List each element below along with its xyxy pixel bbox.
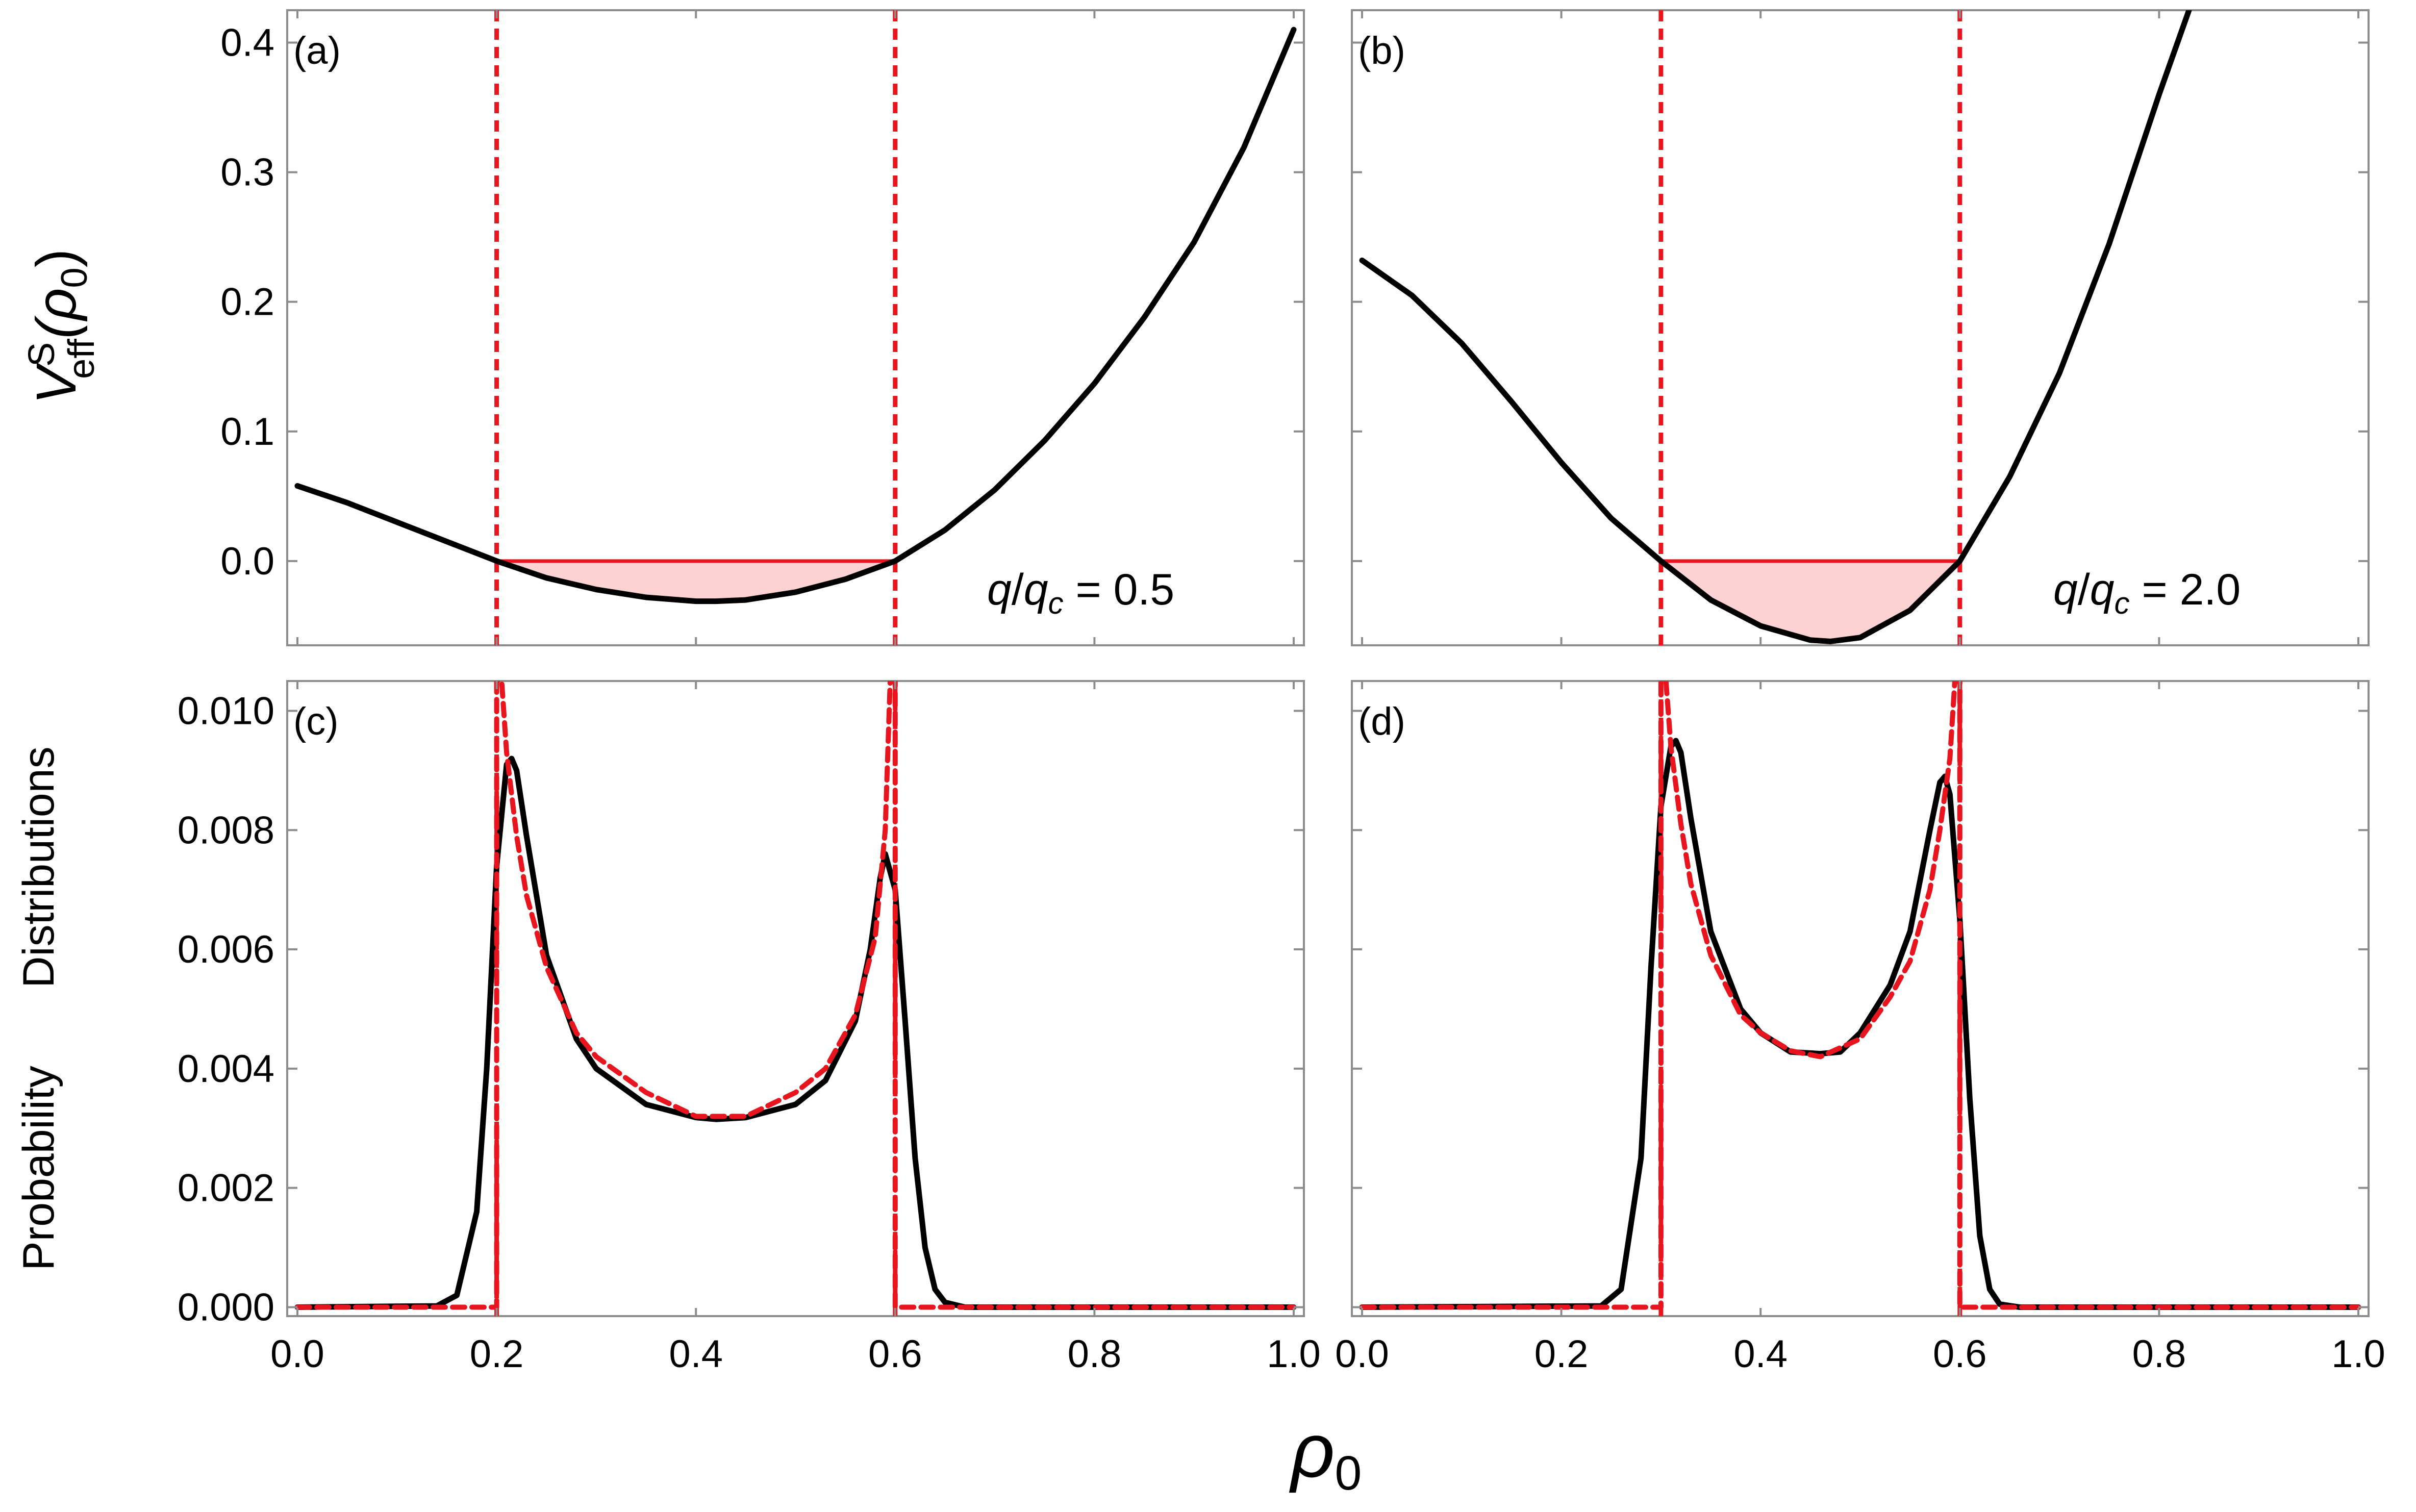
- panel-b-tag: (b): [1358, 29, 1405, 72]
- y-tick-label: 0.2: [220, 281, 274, 324]
- x-tick-label: 0.6: [1933, 1332, 1987, 1376]
- y-tick-label: 0.0: [220, 540, 274, 583]
- panel-c: (c): [286, 680, 1305, 1317]
- x-tick-label: 0.2: [1534, 1332, 1589, 1376]
- panel-d-frame: [1351, 680, 2370, 1317]
- y-axis-title-bottom-line2: Distributions: [14, 746, 63, 988]
- x-tick-label: 0.0: [270, 1332, 324, 1376]
- panel-c-solid-series: [294, 755, 1297, 1310]
- panel-d-solid-series: [1359, 738, 2361, 1310]
- x-axis-title: ρ0: [1289, 1407, 1362, 1500]
- panel-b-well-fill: [1660, 561, 1960, 642]
- panel-d-tag: (d): [1358, 700, 1405, 743]
- panel-a-solid-series: [294, 27, 1297, 604]
- tick-labels: 0.0 0.1 0.2 0.3 0.4 0.000 0.002 0.004 0.006 0.008…: [178, 21, 2385, 1376]
- x-tick-label: 1.0: [1267, 1332, 1321, 1376]
- panel-a-tag: (a): [293, 29, 341, 72]
- panel-c-frame: [286, 680, 1305, 1317]
- y-tick-label: 0.004: [178, 1047, 274, 1091]
- x-tick-label: 0.2: [470, 1332, 524, 1376]
- y-tick-label: 0.008: [178, 809, 274, 852]
- x-tick-label: 0.8: [1068, 1332, 1122, 1376]
- panel-c-dashed-series: [295, 681, 1296, 1310]
- y-tick-label: 0.1: [220, 410, 274, 453]
- y-axis-title-bottom-line1: Probability: [14, 1066, 63, 1271]
- panel-c-tag: (c): [293, 700, 339, 743]
- y-tick-label: 0.006: [178, 928, 274, 971]
- y-tick-label: 0.002: [178, 1167, 274, 1210]
- panel-b-frame: [1351, 9, 2370, 646]
- x-tick-label: 0.8: [2132, 1332, 2186, 1376]
- panel-a-frame: [286, 9, 1305, 646]
- y-tick-label: 0.010: [178, 689, 274, 733]
- panel-a-param: q/qc = 0.5: [987, 565, 1174, 620]
- panel-b-param: q/qc = 2.0: [2053, 565, 2241, 620]
- y-tick-label: 0.3: [220, 151, 274, 194]
- y-tick-label: 0.4: [220, 21, 274, 65]
- y-tick-label: 0.000: [178, 1286, 274, 1329]
- x-tick-label: 0.6: [868, 1332, 922, 1376]
- y-axis-title-top: VSeff(ρ0): [21, 249, 102, 404]
- x-tick-label: 0.0: [1335, 1332, 1389, 1376]
- panel-d-dashed-series: [1360, 681, 2361, 1310]
- panel-b: (b) q/qc = 2.0: [1351, 9, 2370, 646]
- x-tick-label: 0.4: [669, 1332, 723, 1376]
- x-tick-label: 1.0: [2331, 1332, 2385, 1376]
- panel-a: (a) q/qc = 0.5: [286, 9, 1305, 646]
- panel-b-solid-series: [1359, 10, 2192, 644]
- x-tick-label: 0.4: [1733, 1332, 1788, 1376]
- panel-d: (d): [1351, 680, 2370, 1317]
